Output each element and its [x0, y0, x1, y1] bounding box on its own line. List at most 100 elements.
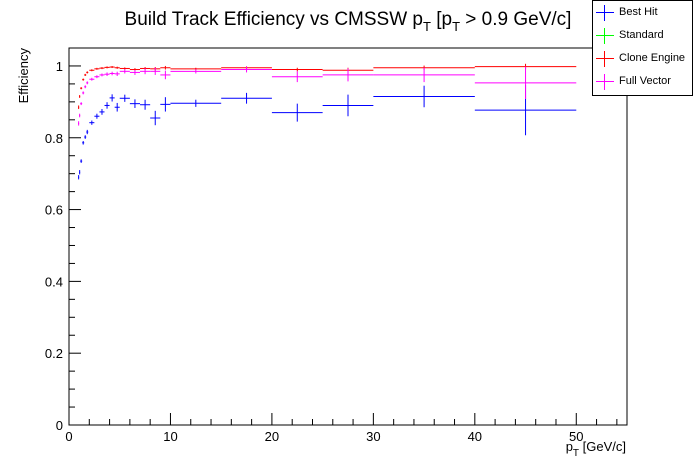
chart-title: Build Track Efficiency vs CMSSW pT [pT >… — [125, 9, 572, 34]
data-point — [79, 170, 81, 175]
data-point — [170, 69, 222, 74]
x-axis-ticks: 0 10 20 30 40 50 — [65, 413, 618, 444]
data-point — [89, 69, 95, 72]
y-tick-label: 0.2 — [45, 346, 63, 361]
data-point — [89, 120, 95, 125]
data-point — [140, 99, 151, 110]
data-point — [80, 159, 83, 163]
series-full-vector — [78, 66, 577, 126]
legend-marker-horizontal — [596, 35, 614, 36]
x-tick-label: 40 — [468, 429, 482, 444]
data-point — [79, 113, 81, 118]
legend-marker-horizontal — [596, 12, 614, 13]
data-point — [82, 78, 85, 81]
legend-marker — [596, 51, 614, 67]
legend-marker — [596, 5, 614, 21]
x-axis-label-subscript: T — [573, 448, 579, 459]
x-tick-label: 20 — [265, 429, 279, 444]
data-point — [104, 72, 110, 77]
data-point — [94, 75, 100, 79]
legend-label: Clone Engine — [619, 52, 686, 64]
legend-marker-vertical — [604, 28, 605, 44]
data-point — [114, 66, 120, 69]
data-point — [474, 66, 577, 99]
series-layer — [78, 63, 577, 180]
legend-entry: Clone Engine — [593, 48, 692, 70]
data-point — [373, 67, 475, 83]
x-tick-label: 30 — [366, 429, 380, 444]
data-point — [78, 121, 80, 126]
data-point — [94, 113, 100, 119]
data-point — [160, 97, 171, 112]
data-point — [78, 105, 80, 110]
title-subscript-2: T — [452, 19, 460, 34]
data-point — [160, 70, 171, 80]
data-point — [78, 175, 80, 180]
data-point — [322, 94, 374, 117]
data-point — [114, 71, 120, 77]
x-axis-label-main: p — [566, 439, 573, 454]
data-point — [109, 71, 115, 76]
y-tick-label: 0.4 — [45, 274, 63, 289]
legend-marker-horizontal — [596, 58, 614, 59]
data-point — [322, 68, 374, 82]
data-point — [86, 129, 89, 135]
data-point — [221, 92, 272, 104]
data-point — [89, 77, 95, 81]
x-tick-label: 0 — [65, 429, 72, 444]
data-point — [84, 135, 87, 139]
data-point — [160, 65, 171, 70]
data-point — [140, 68, 151, 75]
data-point — [150, 67, 161, 75]
x-axis-label: pT [GeV/c] — [566, 439, 626, 459]
data-point — [271, 103, 323, 122]
x-tick-label: 10 — [163, 429, 177, 444]
legend-marker — [596, 74, 614, 90]
data-point — [84, 73, 87, 77]
legend-marker-vertical — [604, 74, 605, 90]
legend-entry: Full Vector — [593, 71, 692, 93]
data-point — [82, 91, 85, 95]
data-point — [82, 140, 85, 145]
legend-label: Full Vector — [619, 75, 671, 87]
data-point — [99, 109, 105, 115]
x-axis-label-unit: [GeV/c] — [579, 439, 626, 454]
y-tick-label: 0 — [56, 418, 63, 433]
data-point — [119, 69, 130, 74]
data-point — [86, 71, 89, 74]
data-point — [99, 67, 105, 70]
data-point — [271, 67, 323, 72]
data-point — [221, 66, 272, 73]
data-point — [129, 99, 141, 108]
data-point — [104, 102, 110, 109]
legend-marker-horizontal — [596, 81, 614, 82]
data-point — [86, 81, 89, 85]
series-best-hit — [78, 84, 577, 180]
data-point — [99, 73, 105, 77]
data-point — [80, 87, 83, 90]
data-point — [373, 85, 475, 108]
legend-marker-vertical — [604, 5, 605, 21]
title-middle: [p — [431, 9, 452, 30]
data-point — [170, 99, 222, 107]
x-tick-label: 50 — [569, 429, 583, 444]
data-point — [80, 102, 83, 106]
data-point — [129, 69, 141, 75]
y-axis-ticks: 0 0.2 0.4 0.6 0.8 1 — [45, 47, 81, 433]
legend-entry: Standard — [593, 25, 692, 47]
data-point — [109, 66, 115, 69]
title-end: > 0.9 GeV/c] — [460, 9, 571, 30]
data-point — [79, 95, 81, 98]
data-point — [104, 66, 110, 69]
title-subscript-1: T — [423, 19, 431, 34]
data-point — [109, 94, 115, 102]
y-tick-label: 1 — [56, 59, 63, 74]
legend-marker — [596, 28, 614, 44]
plot-frame — [68, 47, 628, 426]
title-main: Build Track Efficiency vs CMSSW p — [125, 9, 423, 30]
legend-entry: Best Hit — [593, 2, 692, 24]
data-point — [271, 71, 323, 83]
data-point — [94, 67, 100, 70]
legend: Best Hit Standard Clone Engine Full Vector — [592, 0, 693, 96]
